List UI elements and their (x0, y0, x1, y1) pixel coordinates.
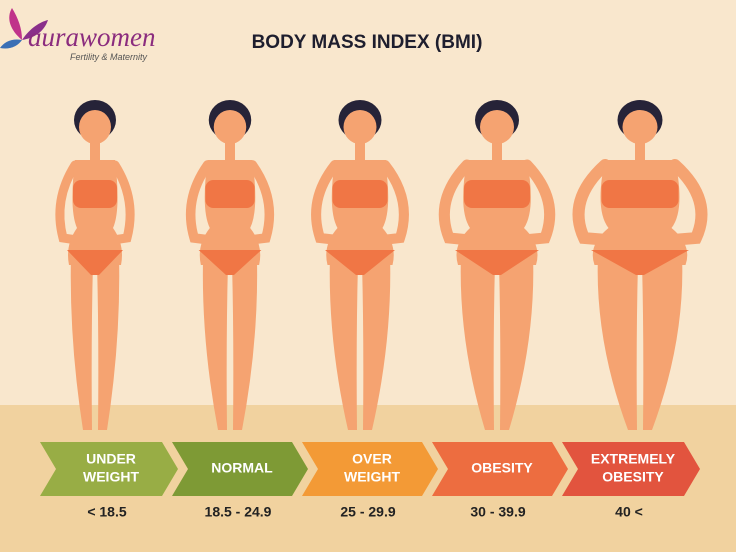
arm (518, 159, 556, 246)
bottom (591, 250, 689, 275)
leg (97, 255, 120, 430)
arm (108, 160, 135, 245)
figure (311, 100, 409, 430)
top (205, 180, 255, 208)
leg (597, 255, 638, 430)
top (332, 180, 388, 208)
bmi-range: 25 - 29.9 (340, 504, 395, 520)
category-arrow (172, 442, 308, 496)
arm (55, 160, 82, 245)
category-arrow (302, 442, 438, 496)
head (480, 110, 514, 144)
arm (572, 159, 615, 246)
category-label: OBESITY (471, 460, 533, 476)
figure (438, 100, 556, 430)
arm (377, 159, 409, 246)
figure (572, 100, 708, 430)
leg (499, 255, 534, 430)
category-label: NORMAL (211, 460, 273, 476)
head (79, 110, 111, 144)
arm (185, 160, 215, 245)
neck (635, 140, 645, 162)
category-label: UNDER (86, 451, 136, 467)
logo-tagline: Fertility & Maternity (70, 52, 148, 62)
bmi-range: 18.5 - 24.9 (205, 504, 272, 520)
neck (225, 140, 235, 162)
head (213, 110, 247, 144)
logo-name: aurawomen (28, 22, 156, 52)
bottom (67, 250, 123, 275)
arm (245, 160, 275, 245)
category-label: EXTREMELY (591, 451, 676, 467)
neck (90, 140, 100, 162)
torso (456, 160, 538, 265)
category-arrow (432, 442, 568, 496)
title: BODY MASS INDEX (BMI) (252, 32, 483, 53)
top (73, 180, 117, 208)
bottom (325, 250, 395, 275)
torso (592, 160, 688, 265)
leg (329, 255, 358, 430)
figure (185, 100, 275, 430)
torso (326, 160, 394, 265)
figure (55, 100, 135, 430)
head (343, 110, 377, 144)
bmi-range: < 18.5 (87, 504, 127, 520)
bottom (455, 250, 539, 275)
bmi-range: 40 < (615, 504, 643, 520)
leg (460, 255, 495, 430)
torso (199, 160, 261, 265)
leg (362, 255, 391, 430)
top (464, 180, 530, 208)
arm (311, 159, 343, 246)
category-label: WEIGHT (344, 469, 400, 485)
category-label: WEIGHT (83, 469, 139, 485)
neck (355, 140, 365, 162)
neck (492, 140, 502, 162)
top (601, 180, 679, 208)
category-arrow (40, 442, 178, 496)
category-arrow (562, 442, 700, 496)
arm (665, 159, 708, 246)
category-label: OVER (352, 451, 392, 467)
logo: aurawomen Fertility & Maternity (0, 8, 156, 62)
head (622, 110, 658, 144)
leg (202, 255, 228, 430)
arm (438, 159, 476, 246)
leg (232, 255, 258, 430)
category-label: OBESITY (602, 469, 664, 485)
leg (70, 255, 93, 430)
bmi-range: 30 - 39.9 (470, 504, 525, 520)
bottom (198, 250, 262, 275)
torso (68, 160, 122, 265)
leg (642, 255, 683, 430)
